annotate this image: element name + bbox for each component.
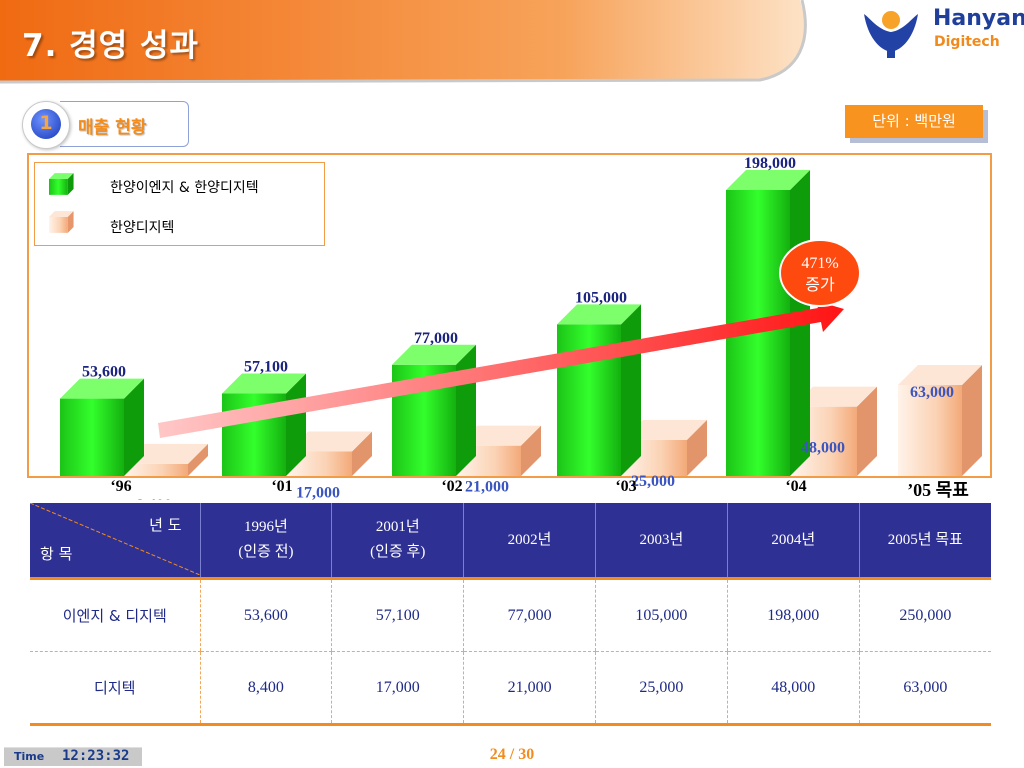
time-bar: Time 12:23:32 [4,747,142,766]
chart-legend: 한양이엔지 & 한양디지텍 한양디지텍 [34,162,325,246]
table-cell: 198,000 [726,578,860,652]
data-label-digitech: 48,000 [801,440,845,457]
section-title: 매출 현황 [78,118,147,138]
data-label-combined: 198,000 [744,155,796,172]
data-label-combined: 57,100 [244,359,288,376]
logo-name: Hanyang [933,6,1024,31]
legend-label-green: 한양이엔지 & 한양디지텍 [110,180,259,196]
table-header-cell: 2003년 [594,503,728,580]
table-row: 이엔지 & 디지텍 53,600 57,100 77,000 105,000 1… [30,578,991,652]
header-line1: 2003년 [639,531,684,548]
growth-arrow [158,300,844,438]
header-band [0,0,807,84]
table-cell: 8,400 [199,651,332,726]
row-label: 디지텍 [30,651,200,726]
table-header-cell: 1996년 (인증 전) [199,503,332,580]
table-header-cell: 2004년 [726,503,860,580]
growth-callout: 471% 증가 [779,239,861,307]
bar-combined [557,304,641,476]
data-label-digitech: 17,000 [296,484,340,500]
chart-frame [27,153,992,478]
x-tick-label: ‘04 [785,478,807,495]
legend-swatch-green [49,173,74,195]
bar-combined [60,378,144,476]
data-label-digitech: 8,400 [136,497,172,500]
header-line1: 2005년 목표 [887,531,963,548]
header-line1: 2001년 [375,519,420,535]
growth-callout-line2: 증가 [805,275,835,294]
table-cell: 21,000 [463,651,596,726]
header-line1: 2004년 [771,531,816,548]
table-cell: 53,600 [199,578,332,652]
table-header-cell: 2005년 목표 [858,503,991,580]
data-label-digitech: 21,000 [465,479,509,496]
section-badge: 1 [22,101,70,149]
bar-combined [392,344,476,476]
table-cell: 63,000 [858,651,991,726]
legend-label-peach: 한양디지텍 [110,220,175,236]
data-label-combined: 53,600 [82,364,126,381]
corner-label-item: 항 목 [40,545,73,563]
bar-digitech [898,365,982,476]
section-heading: 매출 현황 [60,101,189,147]
corner-diagonal [30,503,200,575]
header-line2: (인증 전) [238,544,294,560]
x-tick-label: ’05 목표 [907,480,969,500]
time-value: 12:23:32 [62,748,130,764]
corner-label-year: 년 도 [149,516,182,534]
table-header-row: 년 도 항 목 1996년 (인증 전) 2001년 (인증 후) 2002년 20… [30,503,991,580]
sales-chart: 8,400 17,000 21,000 25,000 48,000 63,000 53,60… [60,155,982,500]
data-label-combined: 77,000 [414,330,458,347]
table-header-cell: 2001년 (인증 후) [331,503,464,580]
sales-table: 년 도 항 목 1996년 (인증 전) 2001년 (인증 후) 2002년 20… [30,503,991,726]
x-tick-label: ‘02 [441,478,463,495]
legend-swatch-peach [49,211,74,233]
table-cell: 25,000 [594,651,728,726]
x-tick-label: ‘01 [271,478,293,495]
table-corner-cell: 년 도 항 목 [30,503,200,580]
data-label-digitech: 25,000 [631,473,675,490]
page-title: 7. 경영 성과 [22,28,200,64]
header-line1: 1996년 [244,519,288,535]
table-cell: 250,000 [858,578,991,652]
logo-subtitle: Digitech [934,34,1000,50]
data-label-combined: 105,000 [575,289,627,306]
header-line2: (인증 후) [370,544,426,560]
logo-mark-icon [864,11,918,58]
row-label: 이엔지 & 디지텍 [30,578,200,652]
growth-callout-line1: 471% [801,255,838,272]
table-cell: 17,000 [331,651,464,726]
table-cell: 105,000 [594,578,728,652]
company-logo: Hanyang Digitech [858,6,1024,62]
header-line1: 2002년 [507,531,552,548]
time-label: Time [14,750,45,763]
table-cell: 57,100 [331,578,464,652]
table-row: 디지텍 8,400 17,000 21,000 25,000 48,000 63… [30,651,991,726]
data-label-digitech: 63,000 [910,384,954,401]
x-tick-label: ‘96 [110,478,132,495]
bar-digitech [623,419,707,476]
page-number: 24 / 30 [489,746,535,763]
section-number: 1 [31,109,61,139]
unit-label: 단위 : 백만원 [845,105,983,138]
x-tick-label: ‘03 [615,478,637,495]
table-cell: 77,000 [463,578,596,652]
table-header-cell: 2002년 [463,503,596,580]
table-cell: 48,000 [726,651,860,726]
bar-digitech [124,443,208,476]
